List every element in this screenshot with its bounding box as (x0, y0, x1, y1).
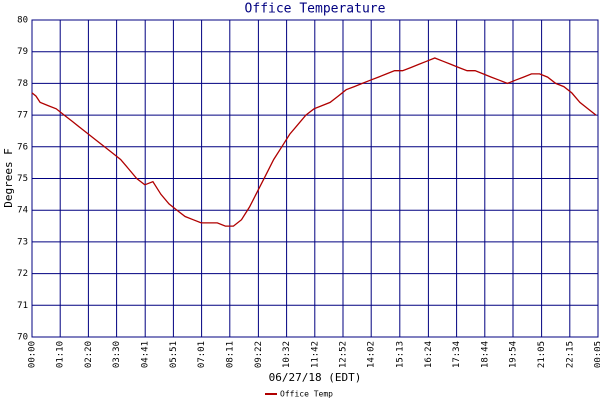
y-tick-label: 70 (17, 333, 28, 343)
x-tick-label: 12:52 (338, 341, 348, 368)
y-tick-label: 78 (17, 79, 28, 89)
x-tick-label: 15:13 (395, 341, 405, 368)
x-tick-label: 10:32 (282, 341, 292, 368)
x-tick-label: 19:54 (508, 341, 518, 368)
y-tick-label: 77 (17, 111, 28, 121)
y-tick-label: 72 (17, 269, 28, 279)
x-tick-label: 07:01 (197, 341, 207, 368)
x-tick-label: 01:10 (56, 341, 66, 368)
x-tick-label: 02:20 (84, 341, 94, 368)
x-tick-label: 05:51 (169, 341, 179, 368)
y-tick-label: 80 (17, 16, 28, 26)
x-tick-label: 18:44 (480, 341, 490, 368)
data-line (31, 57, 597, 227)
y-tick-label: 74 (17, 206, 28, 216)
x-tick-label: 21:05 (537, 341, 547, 368)
x-tick-label: 11:42 (310, 341, 320, 368)
y-tick-label: 73 (17, 237, 28, 247)
x-tick-label: 03:30 (112, 341, 122, 368)
x-tick-label: 16:24 (424, 341, 434, 368)
chart-title: Office Temperature (245, 2, 386, 17)
x-axis-label: 06/27/18 (EDT) (269, 371, 362, 384)
x-tick-label: 08:11 (225, 341, 235, 368)
x-tick-label: 04:41 (141, 341, 151, 368)
x-tick-label: 00:00 (28, 341, 38, 368)
x-tick-label: 09:22 (254, 341, 264, 368)
x-tick-label: 22:15 (565, 341, 575, 368)
x-tick-label: 17:34 (452, 341, 462, 368)
x-tick-label: 00:05 (594, 341, 600, 368)
y-axis-label: Degrees F (2, 148, 15, 208)
y-tick-label: 71 (17, 301, 28, 311)
y-tick-label: 75 (17, 174, 28, 184)
y-tick-label: 79 (17, 47, 28, 57)
y-tick-label: 76 (17, 142, 28, 152)
legend-label: Office Temp (280, 390, 333, 399)
x-tick-label: 14:02 (367, 341, 377, 368)
